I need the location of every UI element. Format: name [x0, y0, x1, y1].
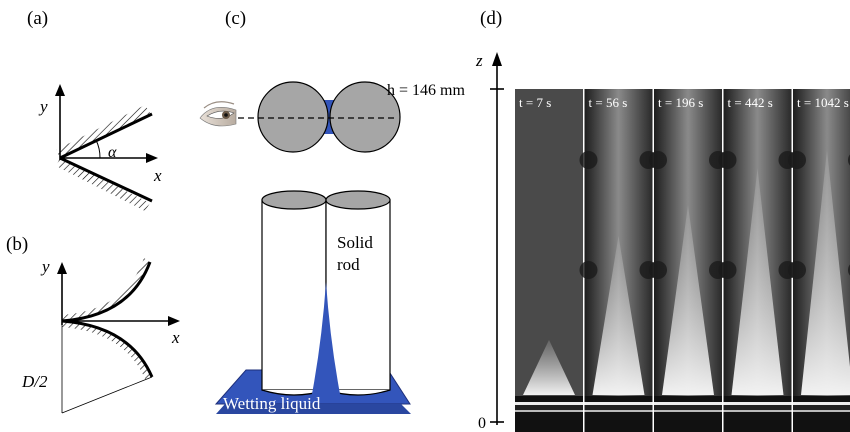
- eye-icon: [199, 101, 237, 127]
- panel-d: (d) z h = 146 mm 0 t = 7 s t = 56 s t = 19…: [387, 8, 850, 432]
- frame-time-label: t = 1042 s: [797, 95, 849, 110]
- liquid-wedge: [731, 168, 784, 395]
- b-lower-hatch: [62, 321, 152, 381]
- b-y-label: y: [40, 257, 50, 276]
- base-band: [515, 402, 583, 405]
- panel-a-label: (a): [27, 8, 48, 29]
- a-angle-arc: [95, 139, 101, 159]
- panel-c-label: (c): [225, 8, 246, 29]
- d-z-arrow-icon: [492, 52, 502, 66]
- frame-time-label: t = 7 s: [519, 95, 551, 110]
- base-band: [723, 410, 792, 412]
- a-x-label: x: [153, 166, 162, 185]
- rod-left-top: [261, 190, 327, 210]
- liquid-wedge: [592, 235, 645, 395]
- panel-a: (a) y x α: [27, 8, 162, 211]
- top-view-rod-left: [257, 81, 329, 153]
- panel-b: (b) y x D/2: [6, 234, 180, 414]
- base-band: [654, 405, 722, 410]
- b-radius-label: D/2: [21, 372, 48, 391]
- wetting-liquid-pool-edge: [216, 404, 411, 414]
- base-band: [654, 412, 722, 432]
- base-band: [793, 402, 850, 405]
- photo-frame: t = 442 s: [718, 89, 797, 432]
- b-lower-curve: [61, 319, 154, 378]
- shadow-spot: [579, 261, 598, 279]
- b-x-label: x: [171, 328, 180, 347]
- a-y-arrow-icon: [55, 84, 65, 96]
- base-band: [793, 396, 850, 402]
- base-band: [723, 405, 792, 410]
- base-band: [723, 402, 792, 405]
- base-band: [793, 412, 850, 432]
- base-band: [584, 402, 653, 405]
- photo-frame: t = 1042 s: [788, 89, 850, 432]
- shadow-spot: [718, 151, 737, 169]
- rod-left-body: [261, 199, 327, 391]
- rod-right-body: [325, 199, 391, 391]
- b-radius-diagonal: [61, 376, 153, 414]
- shadow-spot: [649, 261, 667, 279]
- base-band: [584, 410, 653, 412]
- liquid-wedge: [523, 339, 575, 395]
- base-band: [515, 405, 583, 410]
- b-y-arrow-icon: [57, 262, 67, 274]
- shadow-spot: [718, 261, 737, 279]
- base-band: [723, 412, 792, 432]
- base-band: [584, 405, 653, 410]
- a-lower-wall: [59, 156, 153, 203]
- d-zero-label: 0: [478, 415, 486, 432]
- d-height-label: h = 146 mm: [387, 82, 465, 99]
- shadow-spot: [788, 151, 806, 169]
- a-y-label: y: [38, 97, 48, 116]
- photo-frame: t = 196 s: [649, 89, 727, 432]
- a-x-arrow-icon: [146, 153, 158, 163]
- base-band: [654, 410, 722, 412]
- a-upper-wall: [59, 112, 153, 160]
- a-angle-label: α: [108, 144, 117, 161]
- base-band: [584, 412, 653, 432]
- photo-frame: t = 56 s: [579, 89, 658, 432]
- b-x-arrow-icon: [168, 316, 180, 326]
- frame-time-label: t = 442 s: [728, 95, 773, 110]
- shadow-spot: [579, 151, 598, 169]
- base-band: [584, 396, 653, 402]
- top-view: [238, 81, 401, 153]
- frame-time-label: t = 196 s: [658, 95, 703, 110]
- base-band: [515, 410, 583, 412]
- base-band: [515, 396, 583, 402]
- a-upper-wall-hatch: [56, 105, 150, 158]
- shadow-spot: [649, 151, 667, 169]
- liquid-label: Wetting liquid: [223, 394, 321, 413]
- base-band: [654, 402, 722, 405]
- frame-time-label: t = 56 s: [589, 95, 628, 110]
- shadow-spot: [788, 261, 806, 279]
- liquid-wedge: [662, 205, 714, 395]
- base-band: [793, 405, 850, 410]
- rod-label-line2: rod: [337, 255, 360, 274]
- panel-c: (c) Solid rod Wetting liqu: [199, 8, 411, 414]
- b-upper-hatch: [62, 258, 150, 321]
- photo-strip: t = 7 s t = 56 s t = 196 s t = 442 s t = 104…: [515, 89, 850, 432]
- liquid-finger: [312, 282, 340, 394]
- liquid-wedge: [801, 150, 850, 395]
- rod-label-line1: Solid: [337, 233, 373, 252]
- top-view-rod-right: [329, 81, 401, 153]
- base-band: [723, 396, 792, 402]
- base-band: [515, 412, 583, 432]
- base-band: [793, 410, 850, 412]
- rod-right-top: [325, 190, 391, 210]
- a-lower-wall-hatch: [56, 158, 150, 211]
- panel-d-label: (d): [480, 8, 502, 29]
- base-band: [654, 396, 722, 402]
- d-z-label: z: [475, 51, 483, 70]
- photo-frame: t = 7 s: [515, 89, 583, 432]
- b-upper-curve: [61, 261, 152, 323]
- panel-b-label: (b): [6, 234, 28, 255]
